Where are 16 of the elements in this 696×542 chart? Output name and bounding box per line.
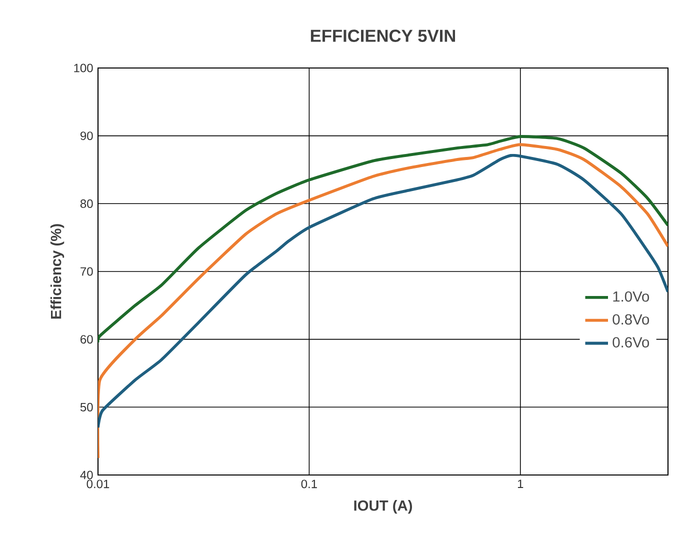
legend-label: 1.0Vo — [613, 291, 650, 302]
y-axis-title: Efficiency (%) — [50, 224, 64, 319]
y-tick-label: 50 — [80, 402, 93, 412]
y-tick-label: 100 — [74, 64, 93, 72]
y-tick-label: 40 — [80, 470, 93, 480]
legend-label: 0.6Vo — [612, 337, 650, 348]
y-tick-label: 90 — [80, 132, 93, 140]
x-tick-label: 0.01 — [86, 480, 110, 488]
x-axis-title: IOUT (A) — [354, 500, 412, 514]
legend-label: 0.8Vo — [612, 314, 650, 325]
y-tick-label: 60 — [80, 335, 93, 344]
y-tick-label: 70 — [80, 267, 93, 276]
x-tick-label: 0.1 — [301, 480, 317, 488]
chart-title: EFFICIENCY 5VIN — [310, 30, 456, 42]
x-tick-label: 1 — [518, 480, 524, 488]
y-tick-label: 80 — [80, 199, 93, 208]
